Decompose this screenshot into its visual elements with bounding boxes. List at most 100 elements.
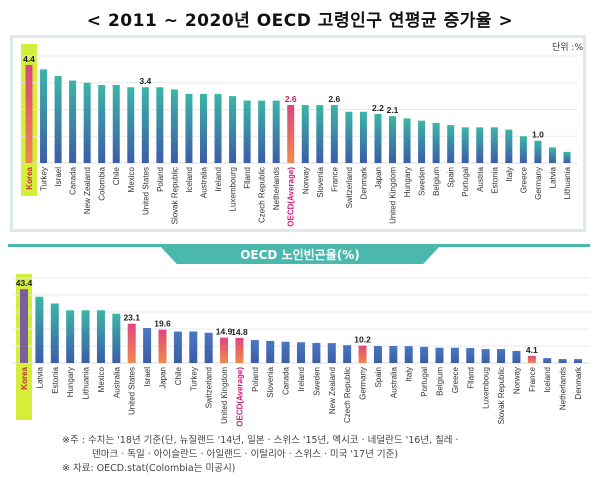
category-label: Korea <box>25 166 34 189</box>
data-label: 3.4 <box>139 76 151 86</box>
category-label: Lithuania <box>82 366 91 399</box>
category-label: Colombia <box>98 166 107 200</box>
category-label: France <box>330 166 339 191</box>
data-label: 23.1 <box>123 313 140 323</box>
category-label: Italy <box>405 367 414 382</box>
category-label: Japan <box>374 167 383 189</box>
category-label: Denmark <box>574 366 583 399</box>
bar-canada <box>281 341 290 363</box>
category-label: Australia <box>199 166 208 198</box>
category-label: Germany <box>359 367 368 400</box>
bar-austria <box>476 127 484 163</box>
bar-netherlands <box>558 359 567 363</box>
category-label: Greece <box>451 366 460 393</box>
bar-chile <box>112 84 120 163</box>
bar-united-kingdom <box>389 116 397 163</box>
category-label: Luxemboug <box>482 367 491 409</box>
bar-greece <box>450 347 459 363</box>
bar-korea <box>25 64 33 163</box>
category-label: Hungary <box>403 167 412 197</box>
category-label: Iceland <box>185 167 194 193</box>
bar-israel <box>54 76 62 163</box>
bar-oecd-average- <box>235 337 244 363</box>
bar-spain <box>373 346 382 363</box>
category-label: Sweden <box>312 367 321 396</box>
bottom-header-tab <box>160 246 440 264</box>
bar-slovak-republic <box>170 89 178 163</box>
category-label: United Kingdom <box>389 167 398 224</box>
data-label: 14.8 <box>231 327 248 337</box>
footnote-1: ※주 : 수치는 '18년 기준(단, 뉴질랜드 '14년, 일본 · 스위스 … <box>62 435 459 446</box>
bar-luxemboug <box>481 349 490 363</box>
bar-poland <box>250 340 259 363</box>
category-label: Norway <box>301 167 310 194</box>
category-label: New Zealand <box>328 367 337 414</box>
category-label: Italy <box>505 167 514 182</box>
aging-growth-chart: Korea 4.4 Turkey Israel Canada New Zealand Col… <box>20 44 578 227</box>
category-label: Netherlands <box>559 367 568 410</box>
bar-latvia <box>548 147 556 163</box>
bar-ireland <box>297 342 305 363</box>
data-label: 4.4 <box>23 54 35 64</box>
footnote-2: 덴마크 · 독일 · 아이슬란드 · 아일랜드 · 이탈리아 · 스위스 · 미… <box>92 449 399 460</box>
bar-united-states <box>141 87 149 163</box>
bar-united-states <box>127 323 136 363</box>
category-label: Chile <box>174 366 183 385</box>
category-label: Denmark <box>359 166 368 199</box>
category-label: Slovenia <box>316 166 325 197</box>
category-label: Lithuania <box>563 166 572 199</box>
bar-korea <box>20 289 28 363</box>
category-label: Iceland <box>543 367 552 393</box>
category-label: United Kingdom <box>220 367 229 424</box>
data-label: 4.1 <box>526 345 538 355</box>
category-label: Austria <box>476 166 485 191</box>
data-label: 1.0 <box>532 130 544 140</box>
category-label: Netherlands <box>272 167 281 210</box>
bar-slovenia <box>316 105 324 163</box>
data-label: 2.1 <box>387 105 399 115</box>
bar-switzerland <box>345 111 353 163</box>
category-label: Ireland <box>214 167 223 191</box>
category-label: Norway <box>512 367 521 394</box>
bar-new-zealand <box>83 82 91 163</box>
bar-australia <box>199 93 207 163</box>
bar-slovenia <box>266 340 275 363</box>
category-label: Luxembourg <box>229 167 238 211</box>
category-label: Belgium <box>436 367 445 396</box>
bar-greece <box>519 136 527 163</box>
bar-belgium <box>432 122 440 163</box>
source-note: ※ 자료: OECD.stat(Colombia는 미공시) <box>62 463 236 474</box>
data-label: 2.2 <box>372 103 384 113</box>
category-label: France <box>528 366 537 391</box>
category-label: Switzerland <box>205 367 214 408</box>
category-label: Chile <box>112 166 121 185</box>
category-label: Latvia <box>548 166 557 188</box>
category-label: United States <box>128 367 137 415</box>
bar-iceland <box>185 93 193 163</box>
category-label: Japan <box>159 367 168 389</box>
bar-germany <box>358 345 367 363</box>
bar-denmark <box>359 111 367 163</box>
bar-poland <box>156 87 164 163</box>
category-label: Australia <box>389 366 398 398</box>
bar-japan <box>374 113 382 163</box>
category-label: Greece <box>519 166 528 193</box>
category-label: Mexico <box>97 366 106 392</box>
bar-latvia <box>35 296 44 363</box>
bar-portugal <box>420 346 429 363</box>
data-label: 43.4 <box>16 278 33 288</box>
bar-canada <box>69 80 77 163</box>
bar-sweden <box>312 342 321 363</box>
bar-israel <box>143 327 152 363</box>
category-label: Slovak Republic <box>170 167 179 224</box>
unit-label: 단위 :% <box>552 43 584 53</box>
bar-australia <box>112 313 121 363</box>
category-label: Spain <box>374 367 383 387</box>
bar-lithuania <box>81 310 90 363</box>
korea-highlight-box <box>16 274 32 420</box>
category-label: Czech Republic <box>258 167 267 223</box>
data-label: 10.2 <box>354 335 371 345</box>
data-label: 2.6 <box>285 94 297 104</box>
category-label: Slovak Republic <box>497 367 506 424</box>
bottom-chart-title: OECD 노인빈곤율(%) <box>240 248 360 262</box>
